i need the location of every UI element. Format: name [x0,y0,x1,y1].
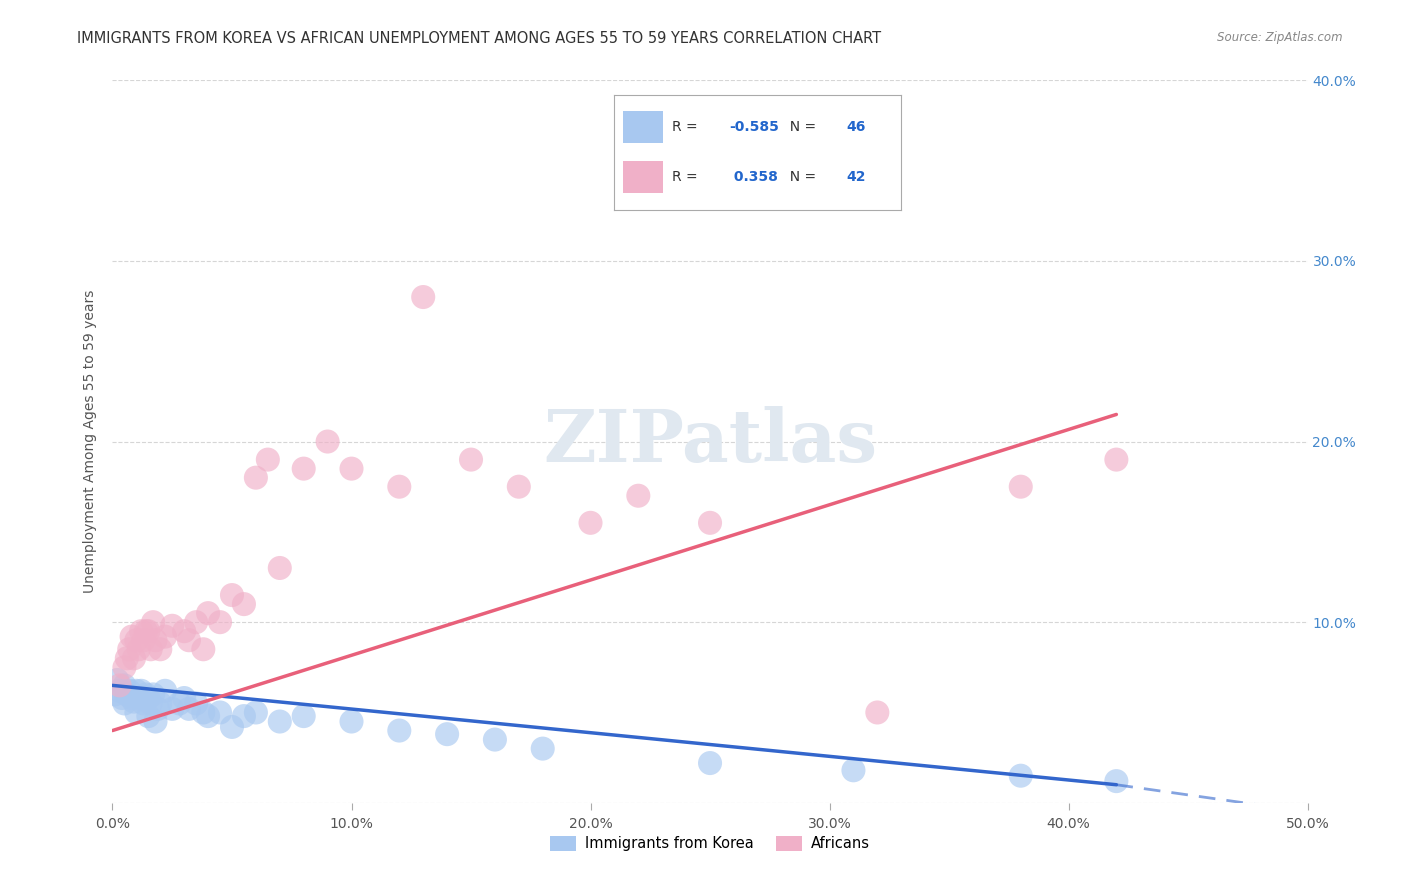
Point [125,706,148,720]
Point [627,489,650,503]
Point [138,691,160,706]
Point [139,697,162,711]
Point [114,660,135,674]
Point [460,452,482,467]
Point [149,642,172,657]
Point [316,434,339,449]
Point [111,691,134,706]
Point [209,615,232,630]
Point [115,687,138,701]
Point [269,714,291,729]
Legend: Immigrants from Korea, Africans: Immigrants from Korea, Africans [544,830,876,857]
Point [162,619,183,633]
Point [118,642,141,657]
Point [699,516,721,530]
Text: Source: ZipAtlas.com: Source: ZipAtlas.com [1218,31,1343,45]
Point [388,480,411,494]
Point [114,678,135,692]
Point [122,651,145,665]
Point [115,651,138,665]
Point [125,683,148,698]
Point [292,709,315,723]
Point [699,756,721,770]
Point [508,480,530,494]
Point [221,720,243,734]
Point [129,683,152,698]
Point [138,624,160,639]
Point [121,691,143,706]
Point [177,633,200,648]
Point [153,683,176,698]
Point [579,516,602,530]
Point [866,706,889,720]
Point [1010,769,1032,783]
Point [436,727,458,741]
Point [169,697,191,711]
Point [162,702,183,716]
Point [842,764,865,778]
Point [105,673,128,687]
Point [118,683,141,698]
Point [221,588,243,602]
Point [142,687,165,701]
Point [197,709,219,723]
Point [153,630,176,644]
Point [122,695,145,709]
Point [233,597,256,611]
Point [412,290,434,304]
Point [108,683,131,698]
Point [132,697,155,711]
Point [257,452,280,467]
Point [193,706,215,720]
Point [173,624,195,639]
Point [1105,452,1128,467]
Point [245,471,267,485]
Point [388,723,411,738]
Point [292,461,315,475]
Point [114,697,135,711]
Point [142,615,165,630]
Text: ZIPatlas: ZIPatlas [543,406,877,477]
Point [146,702,169,716]
Point [139,642,162,657]
Point [125,633,148,648]
Point [121,630,143,644]
Point [245,706,267,720]
Point [149,697,172,711]
Point [186,697,208,711]
Point [145,714,167,729]
Point [186,615,208,630]
Point [209,706,232,720]
Point [197,606,219,620]
Point [129,624,152,639]
Point [177,702,200,716]
Point [340,461,363,475]
Y-axis label: Unemployment Among Ages 55 to 59 years: Unemployment Among Ages 55 to 59 years [83,290,97,593]
Point [1010,480,1032,494]
Text: IMMIGRANTS FROM KOREA VS AFRICAN UNEMPLOYMENT AMONG AGES 55 TO 59 YEARS CORRELAT: IMMIGRANTS FROM KOREA VS AFRICAN UNEMPLO… [77,31,882,46]
Point [104,687,127,701]
Point [1105,774,1128,789]
Point [135,687,157,701]
Point [138,709,160,723]
Point [135,624,157,639]
Point [128,642,150,657]
Point [193,642,215,657]
Point [128,691,150,706]
Point [108,678,131,692]
Point [531,741,554,756]
Point [340,714,363,729]
Point [233,709,256,723]
Point [484,732,506,747]
Point [145,633,167,648]
Point [269,561,291,575]
Point [173,691,195,706]
Point [132,633,155,648]
